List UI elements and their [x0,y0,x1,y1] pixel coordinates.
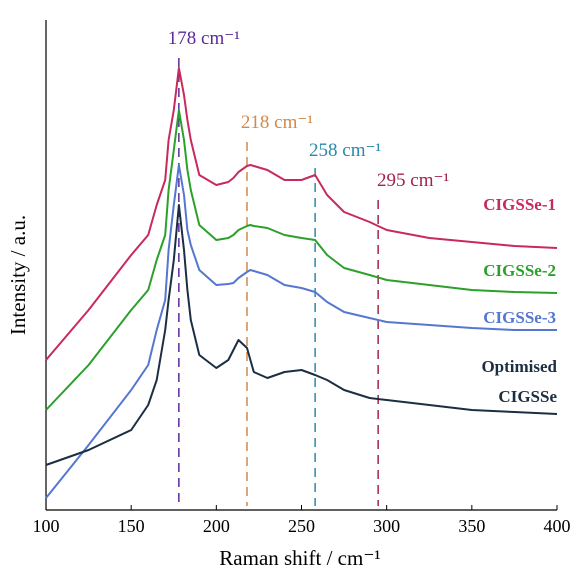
series-line [45,67,558,361]
series-label: Optimised CIGSSe [481,357,557,406]
x-tick-label: 400 [544,516,571,536]
series-line [45,109,558,411]
series-label: CIGSSe-2 [483,261,556,280]
x-axis-label: Raman shift / cm⁻¹ [219,546,380,570]
x-tick-label: 150 [118,516,145,536]
annotation-label: 218 cm⁻¹ [241,112,313,133]
series-label: CIGSSe-3 [483,308,556,327]
x-tick-label: 100 [33,516,60,536]
series-line [45,164,557,499]
annotation-label: 295 cm⁻¹ [377,170,449,191]
annotation-label: 178 cm⁻¹ [168,28,240,49]
x-tick-label: 350 [458,516,485,536]
y-axis-label: Intensity / a.u. [6,215,30,335]
x-tick-label: 250 [288,516,315,536]
series-line [45,204,558,466]
x-tick-label: 200 [203,516,230,536]
series-label: CIGSSe-1 [483,195,556,214]
x-tick-label: 300 [373,516,400,536]
annotation-label: 258 cm⁻¹ [309,140,381,161]
